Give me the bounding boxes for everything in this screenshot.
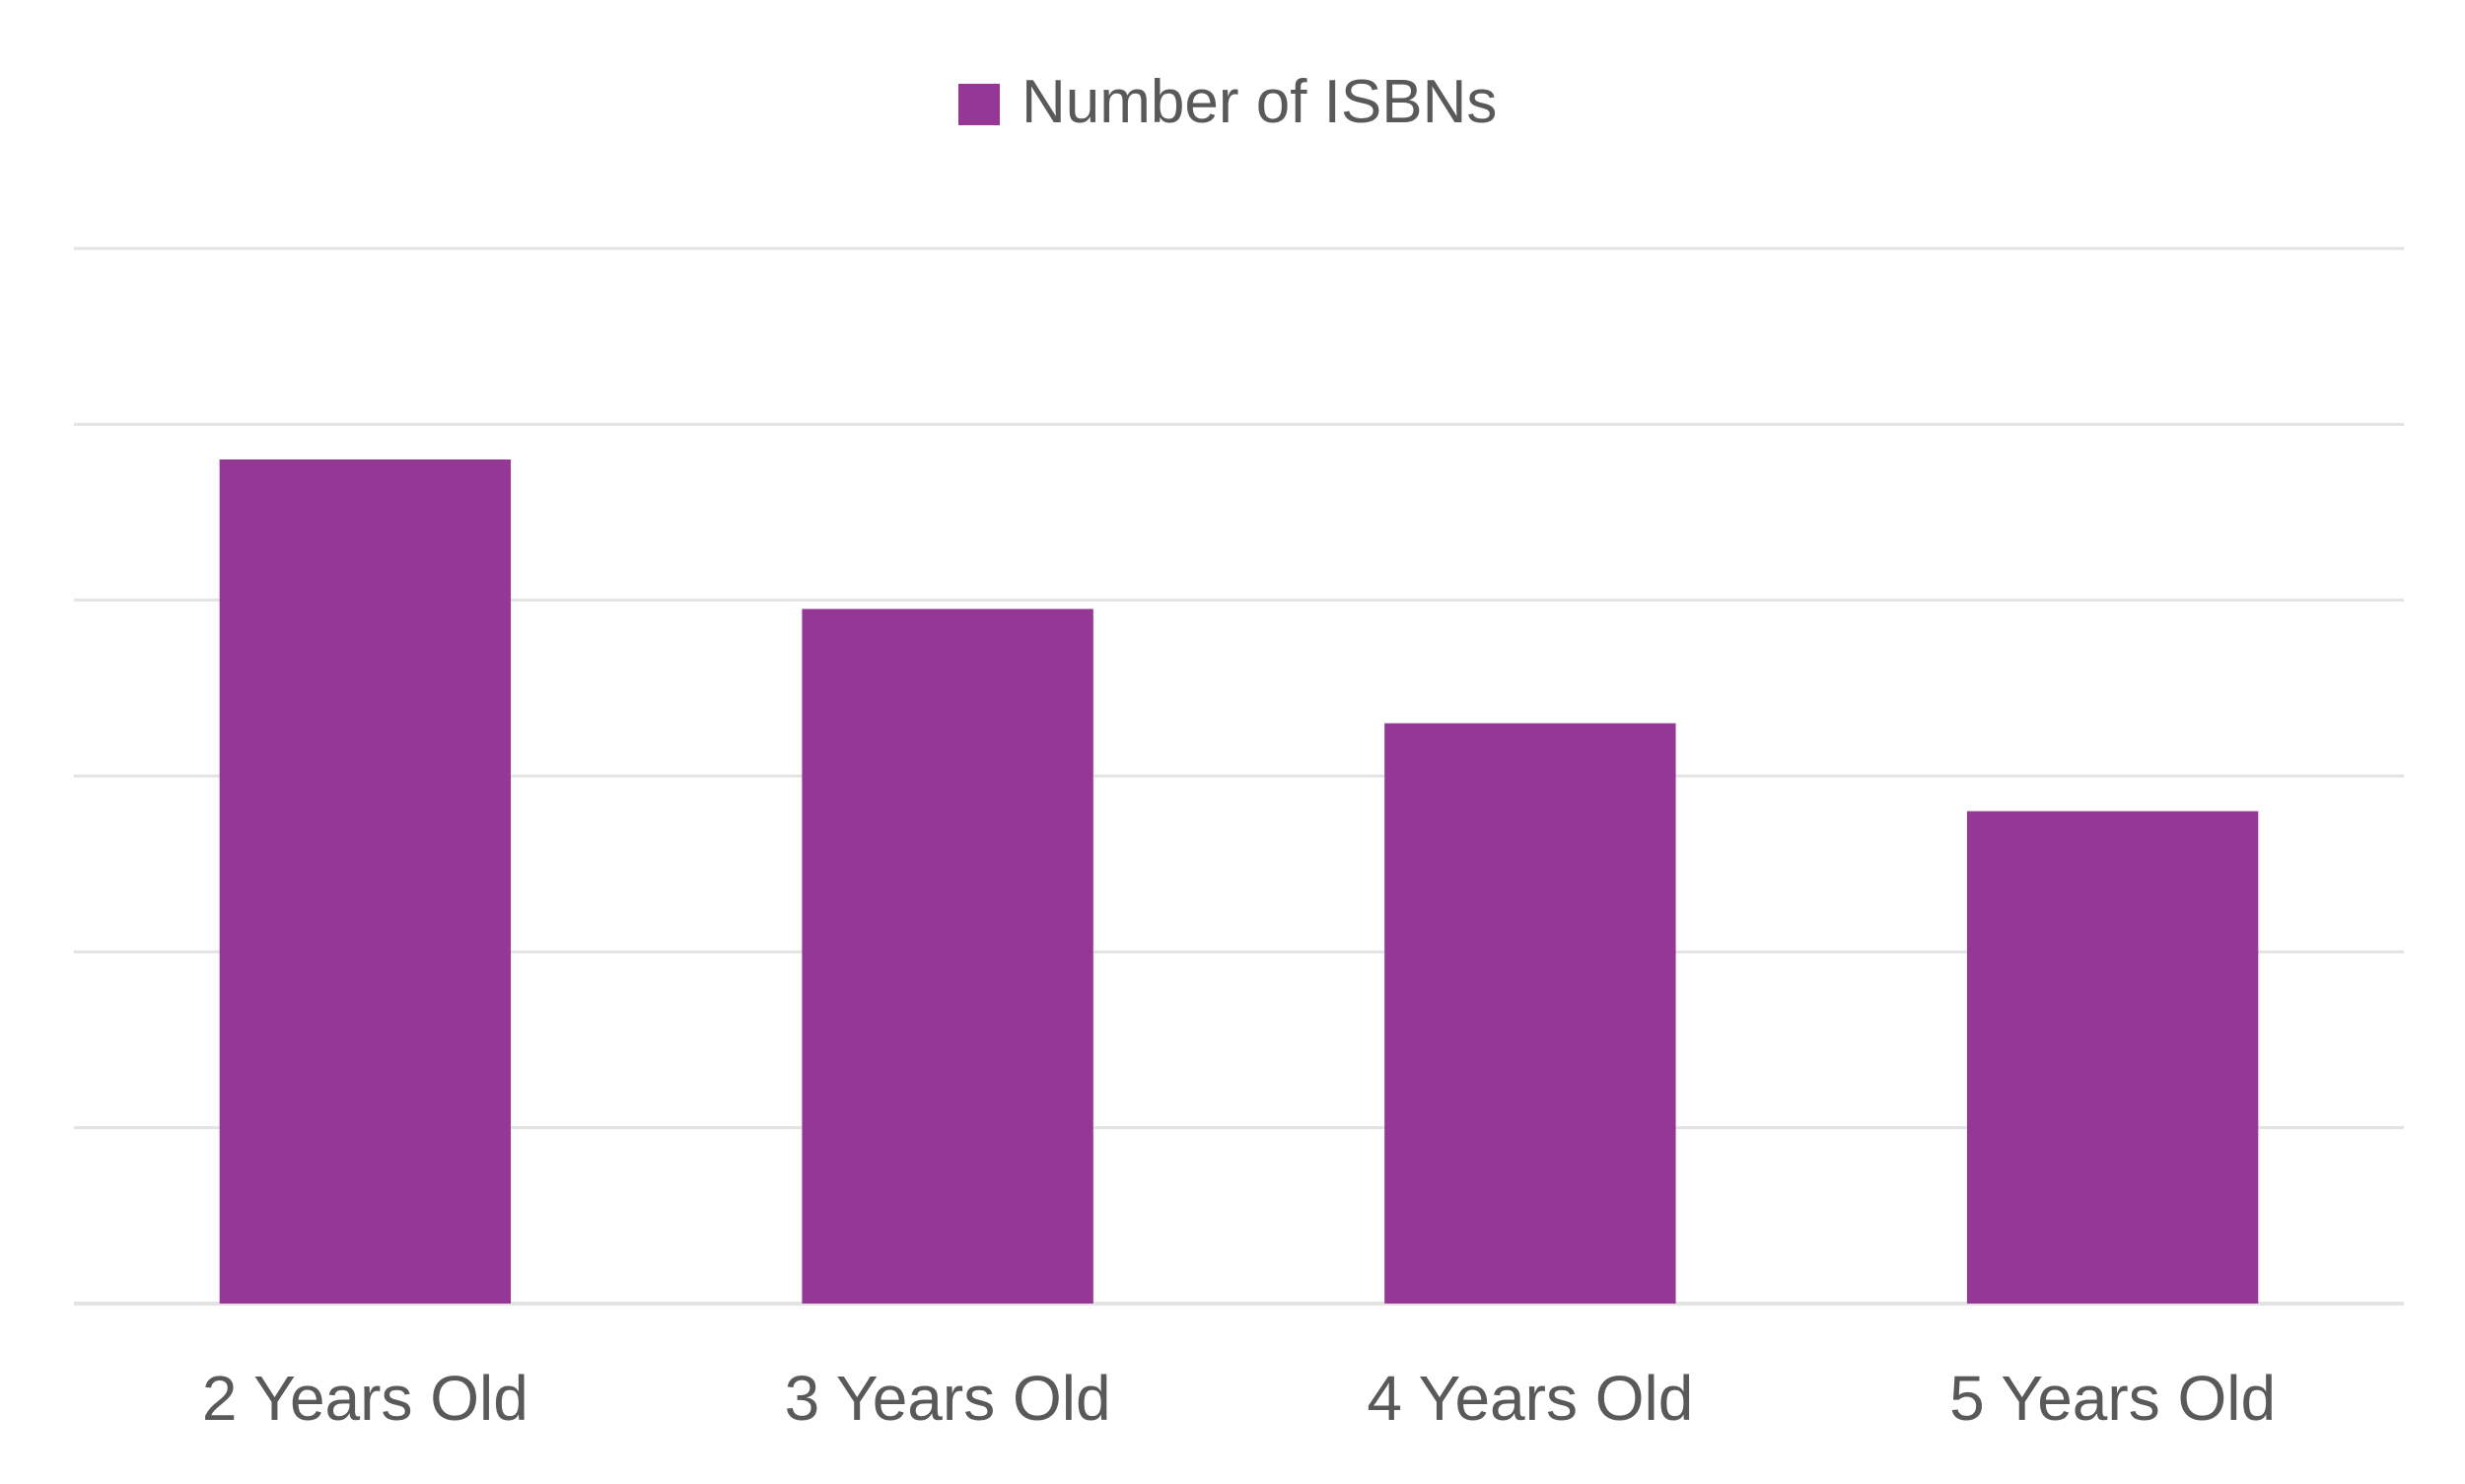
x-tick-label: 2 Years Old	[202, 1363, 528, 1434]
bars	[219, 459, 2259, 1305]
legend-swatch	[958, 84, 1000, 125]
bar-3-years-old[interactable]	[802, 608, 1093, 1304]
bar-5-years-old[interactable]	[1966, 811, 2259, 1304]
bar-4-years-old[interactable]	[1384, 723, 1676, 1305]
x-axis-labels: 2 Years Old 3 Years Old 4 Years Old 5 Years…	[202, 1363, 2276, 1434]
bar-2-years-old[interactable]	[219, 459, 512, 1304]
x-tick-label: 5 Years Old	[1949, 1363, 2276, 1434]
x-tick-label: 4 Years Old	[1367, 1363, 1693, 1434]
legend: Number of ISBNs	[958, 68, 1497, 136]
legend-label: Number of ISBNs	[1021, 68, 1497, 136]
x-tick-label: 3 Years Old	[785, 1363, 1111, 1434]
